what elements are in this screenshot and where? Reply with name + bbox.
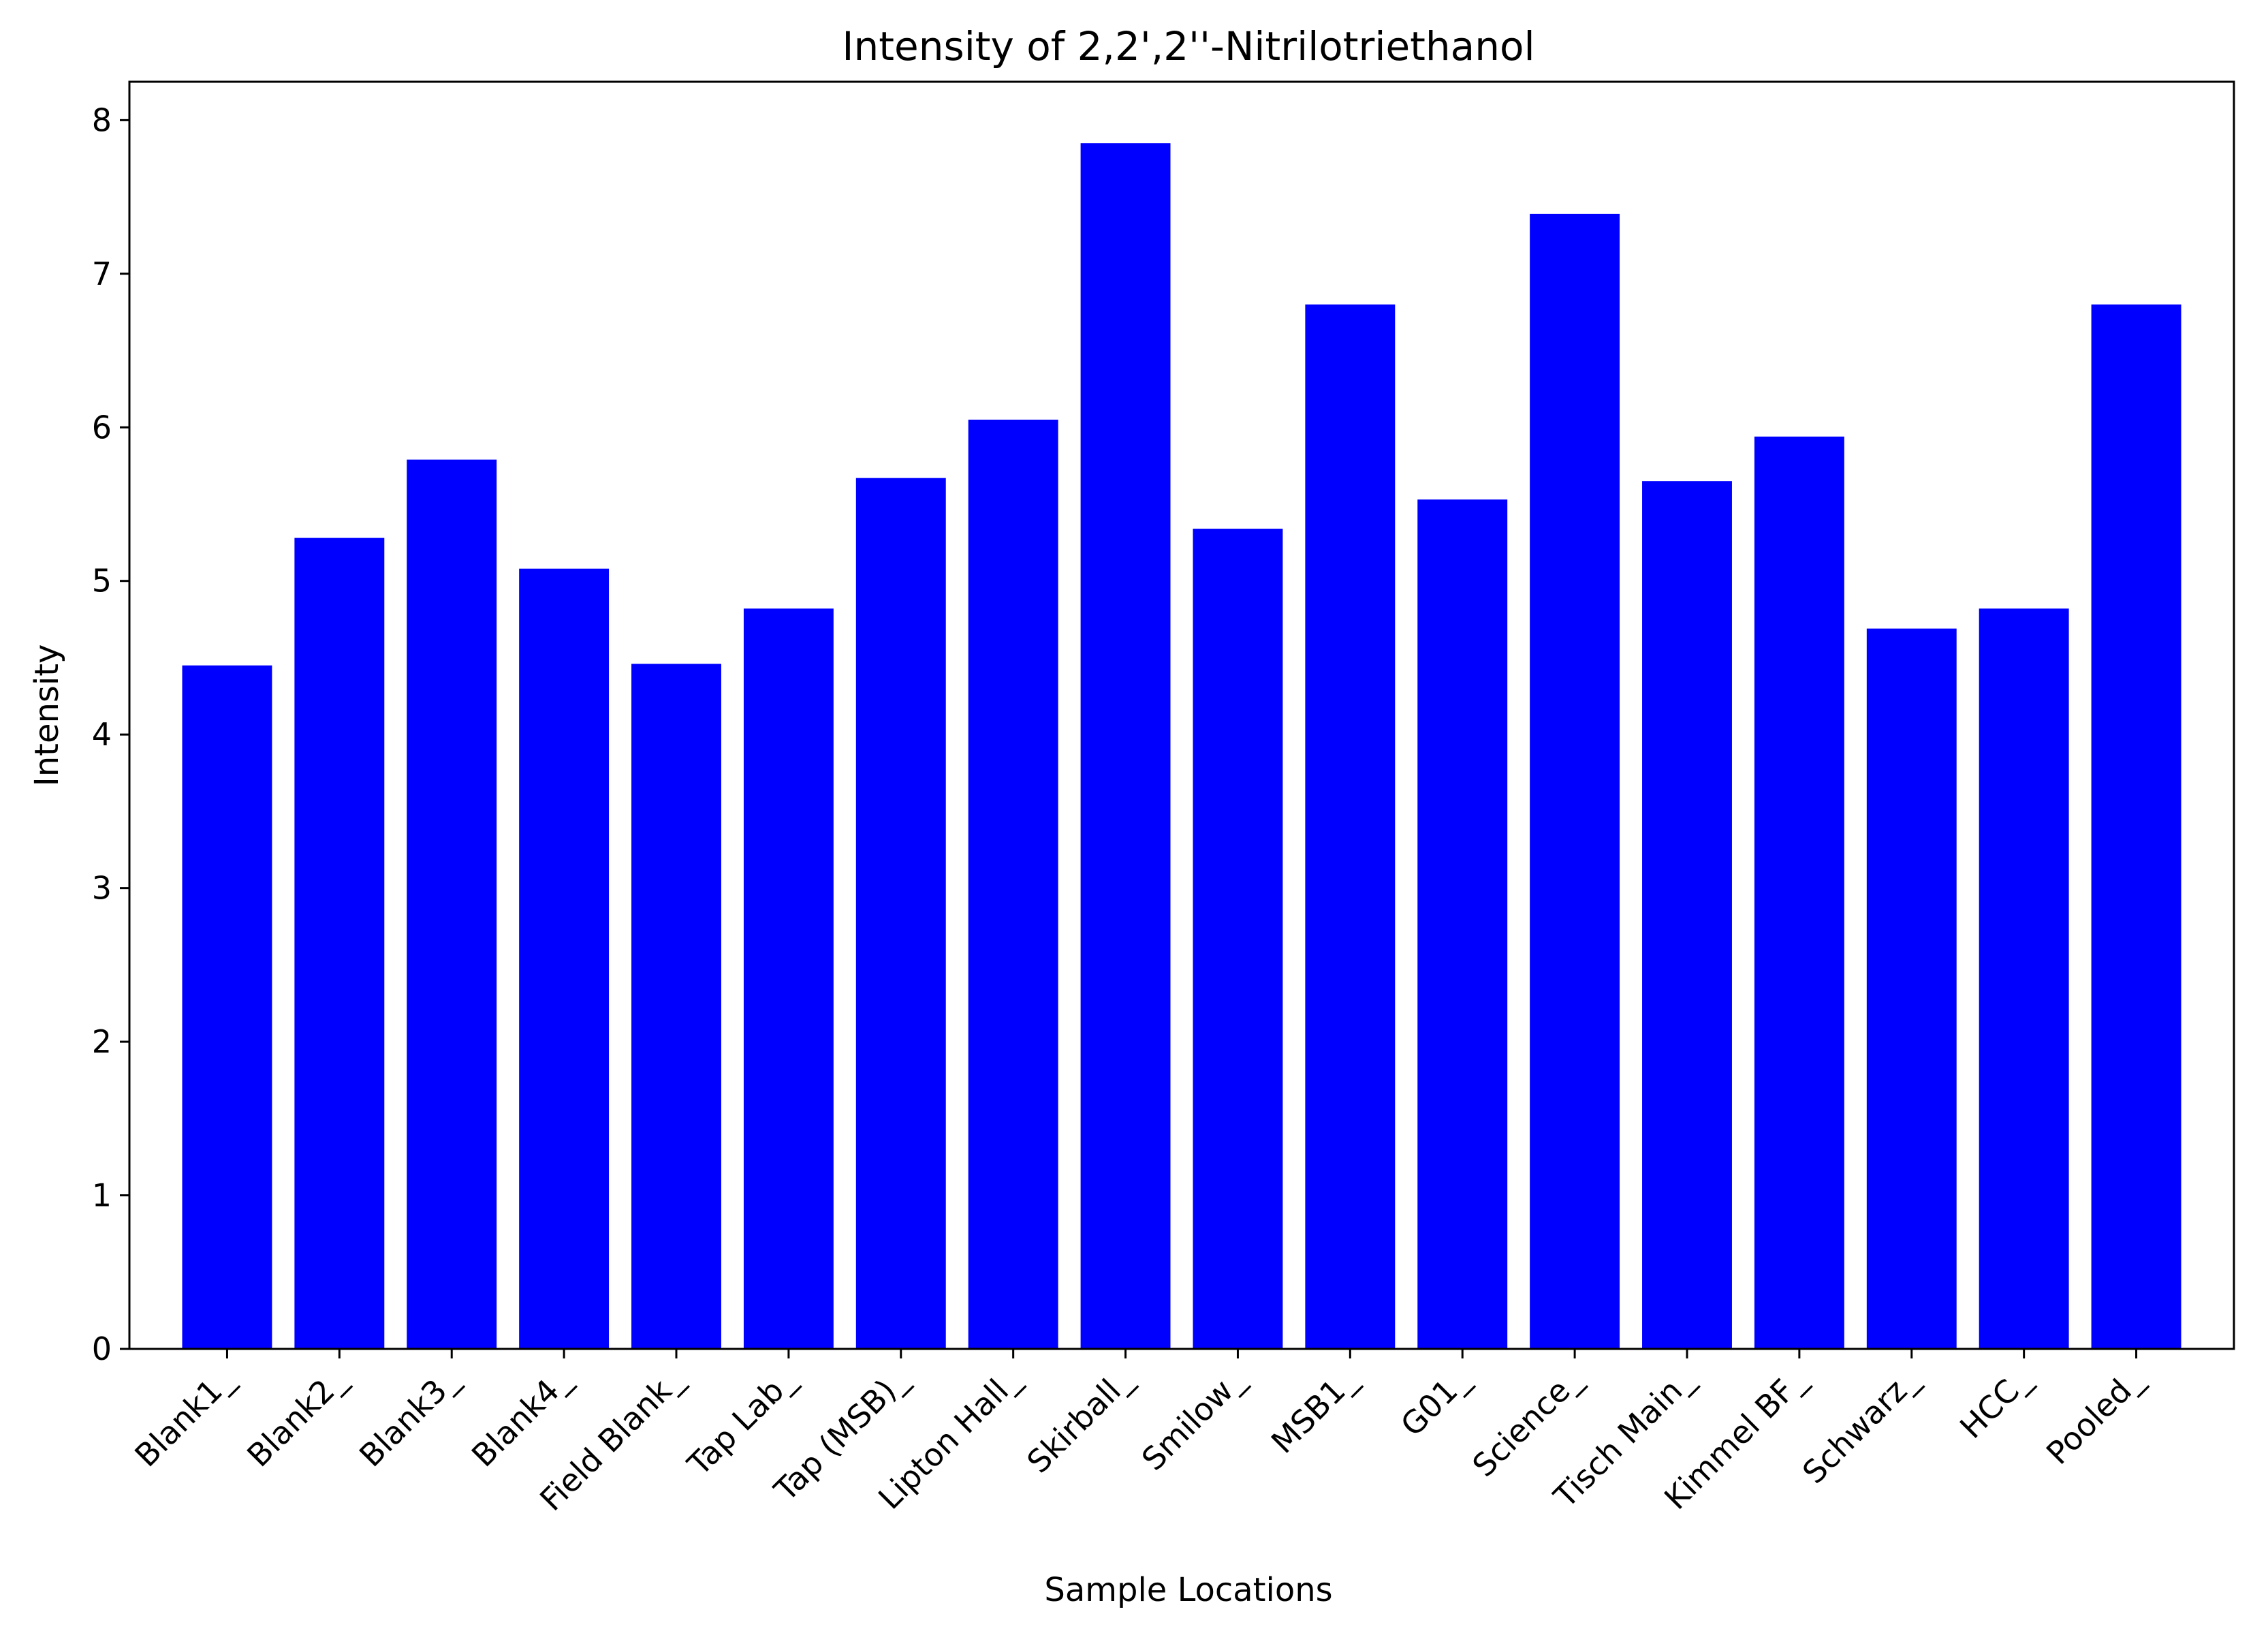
bar-16 [1979,608,2069,1349]
bar-10 [1305,304,1396,1350]
bar-5 [743,608,834,1349]
y-tick-label-5: 5 [92,563,112,600]
y-tick-label-7: 7 [92,255,112,292]
y-tick-label-4: 4 [92,716,112,753]
x-axis: Blank1_ Blank2_ Blank3_ Blank4_Field Blank_… [127,1349,2150,1518]
bar-2 [407,459,497,1349]
bar-0 [182,665,272,1349]
x-tick-label-1: Blank2_ [240,1360,353,1474]
y-tick-label-8: 8 [92,102,112,138]
x-tick-label-8: Skirball_ [1020,1360,1139,1480]
y-axis-label: Intensity [28,644,66,787]
bars-group [182,143,2182,1350]
x-tick-label-11: G01_ [1393,1360,1477,1444]
bar-17 [2091,304,2182,1350]
x-tick-label-17: Pooled_ [2039,1360,2150,1472]
y-tick-label-6: 6 [92,409,112,446]
bar-9 [1193,529,1283,1349]
bar-3 [519,568,610,1349]
x-tick-label-0: Blank1_ [127,1360,241,1474]
bar-7 [968,420,1058,1349]
y-tick-label-3: 3 [92,870,112,907]
bar-14 [1754,436,1844,1349]
x-tick-label-15: Schwarz_ [1795,1360,1925,1491]
y-tick-label-0: 0 [92,1331,112,1367]
x-tick-label-10: MSB1_ [1264,1360,1364,1461]
bar-11 [1417,499,1508,1350]
x-axis-label: Sample Locations [1044,1571,1332,1609]
y-tick-label-2: 2 [92,1023,112,1060]
bar-1 [294,538,385,1349]
bar-6 [855,478,946,1349]
y-axis: 0 1 2 3 4 5 6 7 8 [92,102,129,1367]
x-tick-label-9: Smilow_ [1135,1360,1252,1478]
bar-8 [1080,143,1171,1349]
bar-15 [1866,628,1957,1349]
x-tick-label-3: Blank4_ [464,1360,578,1474]
bar-4 [631,664,721,1349]
y-tick-label-1: 1 [92,1177,112,1214]
bar-13 [1642,481,1732,1349]
bar-12 [1530,213,1620,1350]
chart-title: Intensity of 2,2',2''-Nitrilotriethanol [842,23,1534,69]
x-tick-label-2: Blank3_ [352,1360,466,1474]
plot-frame [128,80,2235,1350]
x-tick-label-16: HCC_ [1953,1360,2038,1446]
